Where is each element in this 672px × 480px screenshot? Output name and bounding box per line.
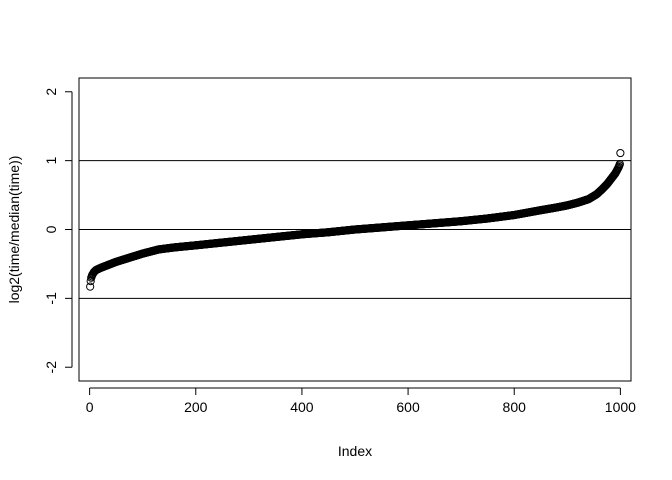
y-axis: -2 -1 0 1 2 [43, 88, 73, 374]
data-point [86, 282, 95, 291]
data-point [615, 159, 624, 169]
y-tick-label: -2 [43, 361, 59, 374]
data-point [86, 277, 95, 286]
x-tick-label: 400 [290, 399, 314, 415]
x-axis: 0 200 400 600 800 1000 [86, 387, 636, 415]
x-tick-label: 0 [86, 399, 94, 415]
x-tick-label: 600 [396, 399, 420, 415]
y-axis-title: log2(time/median(time)) [6, 156, 22, 304]
x-tick-label: 1000 [605, 399, 636, 415]
data-point [616, 148, 625, 158]
plot-frame [78, 77, 632, 382]
data-points [86, 148, 625, 291]
x-axis-title: Index [338, 443, 372, 459]
x-tick-label: 200 [184, 399, 208, 415]
y-tick-label: 2 [43, 88, 59, 96]
y-tick-label: 0 [43, 225, 59, 233]
x-tick-label: 800 [503, 399, 527, 415]
y-tick-label: 1 [43, 157, 59, 165]
y-tick-label: -1 [43, 292, 59, 305]
